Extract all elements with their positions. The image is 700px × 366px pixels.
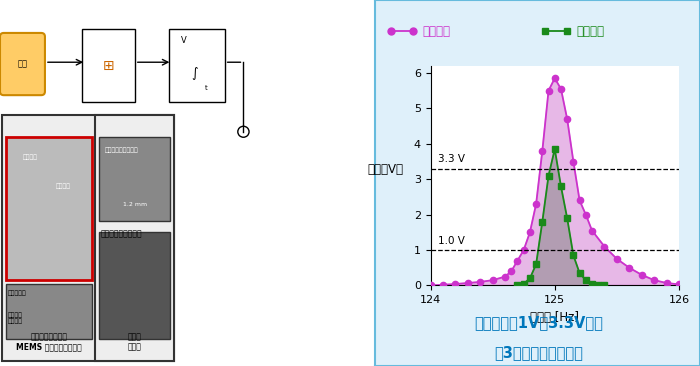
Y-axis label: 電圧［V］: 電圧［V］	[368, 163, 404, 176]
Text: 提案技術: 提案技術	[423, 25, 451, 38]
Text: 試作した回路チップ: 試作した回路チップ	[105, 147, 139, 153]
Text: V: V	[181, 36, 186, 45]
FancyBboxPatch shape	[2, 115, 174, 361]
FancyBboxPatch shape	[99, 137, 170, 221]
Text: 所望電圧（1V～3.3V）で: 所望電圧（1V～3.3V）で	[475, 315, 603, 330]
Text: ∫: ∫	[192, 67, 198, 80]
Text: 可動電極: 可動電極	[56, 184, 71, 190]
FancyBboxPatch shape	[0, 33, 45, 95]
Text: 振動発電
デバイス: 振動発電 デバイス	[8, 312, 22, 325]
X-axis label: 周波数 [Hz]: 周波数 [Hz]	[531, 311, 580, 324]
FancyBboxPatch shape	[95, 115, 174, 361]
Text: 低閾値整流昇圧回路: 低閾値整流昇圧回路	[101, 230, 143, 239]
Text: t: t	[204, 85, 207, 91]
Text: 評価用
ボード: 評価用 ボード	[128, 332, 142, 351]
Text: 振動試験機: 振動試験機	[8, 290, 26, 296]
Text: 1.0 V: 1.0 V	[438, 236, 465, 246]
FancyBboxPatch shape	[83, 29, 135, 102]
Text: 振動: 振動	[18, 60, 27, 68]
FancyBboxPatch shape	[6, 137, 92, 280]
FancyBboxPatch shape	[99, 232, 170, 339]
Text: ⊞: ⊞	[103, 59, 114, 73]
FancyBboxPatch shape	[169, 29, 225, 102]
Text: 1.2 mm: 1.2 mm	[122, 202, 147, 208]
Text: 従来技術: 従来技術	[577, 25, 605, 38]
Text: 3.3 V: 3.3 V	[438, 154, 465, 164]
Text: 固定電極: 固定電極	[22, 154, 38, 160]
Text: 約3倍の広帯域を実現: 約3倍の広帯域を実現	[495, 345, 583, 360]
Polygon shape	[517, 149, 605, 285]
FancyBboxPatch shape	[6, 284, 92, 339]
Polygon shape	[430, 78, 679, 285]
Text: エレクトレット型
MEMS 振動発電デバイス: エレクトレット型 MEMS 振動発電デバイス	[16, 332, 82, 351]
